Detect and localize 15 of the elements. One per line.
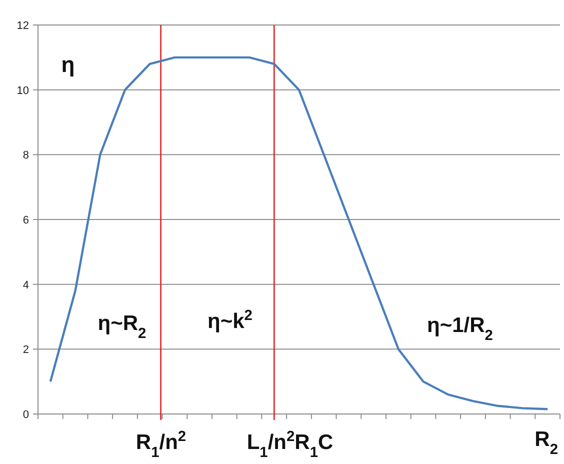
y-tick-label: 4 [22, 279, 29, 292]
annotation: η [61, 52, 75, 77]
line-series [49, 56, 549, 410]
y-tick-label: 10 [16, 84, 29, 97]
y-tick-label: 6 [22, 214, 29, 226]
text: R$_{2}$ [534, 428, 558, 458]
annotation: η~1/R$_{2}$ [427, 314, 493, 344]
text: L$_{1}$/n$^{2}$R$_{1}$C [246, 429, 334, 461]
text: R$_{1}$/n$^{2}$ [136, 429, 186, 461]
y-tick-label: 2 [22, 344, 29, 356]
y-tick-label: 8 [22, 150, 29, 162]
y-tick-label: 0 [22, 409, 29, 421]
annotation: η~k$^{2}$ [208, 308, 252, 333]
y-tick-label: 12 [16, 20, 29, 32]
annotation: η~R$_{2}$ [98, 312, 146, 342]
